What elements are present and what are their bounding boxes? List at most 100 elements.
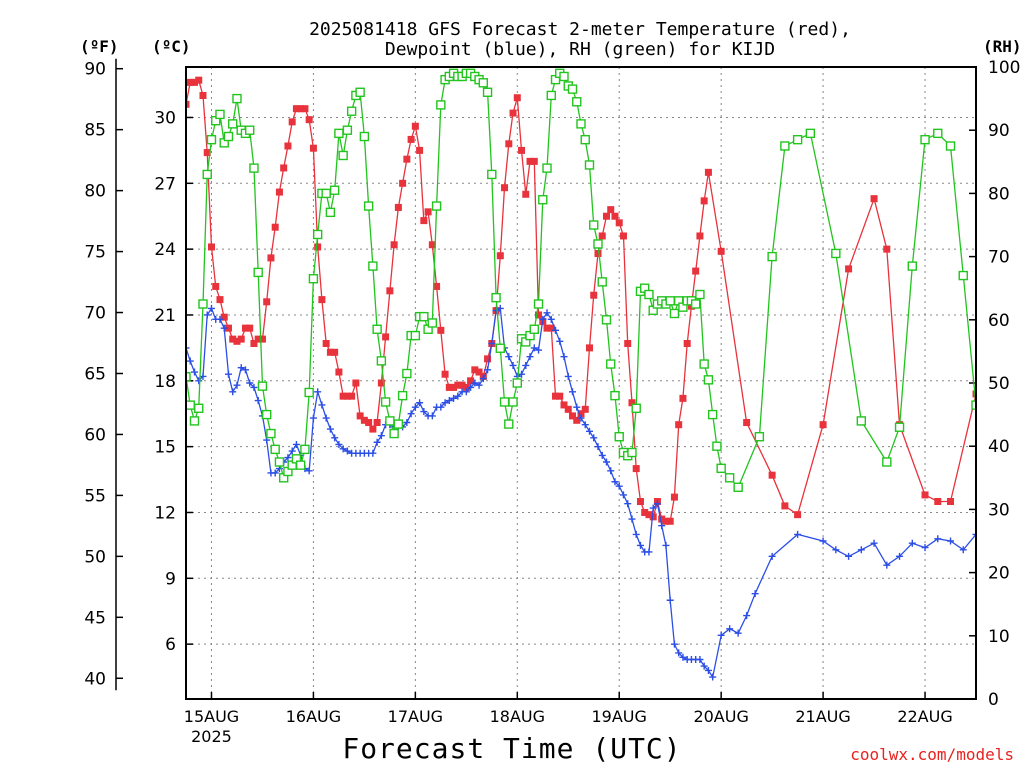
rh-data-point xyxy=(372,324,382,334)
fahrenheit-tick-label: 65 xyxy=(84,364,106,384)
temperature-data-point xyxy=(543,324,551,332)
dewpoint-data-point xyxy=(314,388,322,396)
dewpoint-data-point xyxy=(505,353,513,361)
dewpoint-data-point xyxy=(373,438,381,446)
rh-data-point xyxy=(690,299,701,309)
temperature-data-point xyxy=(704,168,712,176)
temperature-data-point xyxy=(246,324,254,332)
temperature-data-point xyxy=(424,208,432,216)
temperature-data-point xyxy=(670,493,678,501)
dewpoint-data-point xyxy=(624,500,632,508)
fahrenheit-tick-label: 60 xyxy=(84,425,106,445)
temperature-data-point xyxy=(870,195,878,203)
rh-data-point xyxy=(593,239,603,249)
x-tick-label: 22AUG xyxy=(897,707,952,726)
dewpoint-data-point xyxy=(998,531,1005,538)
dewpoint-data-point xyxy=(653,500,661,508)
rh-data-point xyxy=(198,299,208,309)
temperature-data-point xyxy=(309,144,317,152)
dewpoint-data-point xyxy=(794,530,802,538)
dewpoint-data-point xyxy=(326,425,334,433)
rh-data-point xyxy=(397,390,408,401)
dewpoint-data-point xyxy=(581,421,589,429)
dewpoint-data-point xyxy=(284,454,292,462)
fahrenheit-tick-label: 50 xyxy=(84,547,106,567)
rh-data-point xyxy=(512,378,522,388)
x-tick-label: 16AUG xyxy=(286,707,341,726)
dewpoint-data-point xyxy=(492,307,500,315)
x-tick-label: 20AUG xyxy=(693,707,748,726)
temperature-data-point xyxy=(403,155,411,163)
dewpoint-data-point xyxy=(250,383,258,391)
x-tick-label: 19AUG xyxy=(592,707,647,726)
rh-data-point xyxy=(380,397,391,407)
fahrenheit-tick-label: 55 xyxy=(84,486,106,506)
rh-data-point xyxy=(538,195,548,205)
celsius-tick-label: 9 xyxy=(165,569,176,589)
temperature-data-point xyxy=(450,383,458,391)
dewpoint-data-point xyxy=(573,403,581,411)
temperature-data-point xyxy=(607,206,615,214)
rh-data-point xyxy=(325,207,336,218)
rh-data-point xyxy=(266,428,276,439)
chart-title-line-1: 2025081418 GFS Forecast 2-meter Temperat… xyxy=(309,19,851,40)
temperature-data-point xyxy=(190,78,198,86)
rh-data-point xyxy=(792,134,803,145)
dewpoint-data-point xyxy=(857,546,865,554)
temperature-data-point xyxy=(496,252,504,260)
celsius-tick-label: 27 xyxy=(154,174,176,194)
rh-data-point xyxy=(436,100,446,110)
rh-tick-label: 100 xyxy=(988,58,1020,78)
dewpoint-data-point xyxy=(704,666,712,674)
rh-data-point xyxy=(274,457,285,467)
temperature-data-point xyxy=(369,425,377,433)
rh-data-point xyxy=(359,131,370,142)
rh-data-point xyxy=(308,274,319,284)
dewpoint-data-point xyxy=(959,546,967,554)
temperature-data-point xyxy=(326,348,334,356)
dewpoint-data-point xyxy=(233,381,241,389)
rh-data-point xyxy=(733,482,743,492)
rh-data-point xyxy=(767,251,777,262)
temperature-data-point xyxy=(535,311,543,319)
dewpoint-data-point xyxy=(908,539,916,547)
dewpoint-data-point xyxy=(454,392,462,400)
dewpoint-data-point xyxy=(305,467,313,475)
temperature-data-point xyxy=(585,344,593,352)
dewpoint-data-point xyxy=(768,552,776,560)
rh-data-point xyxy=(215,109,225,120)
temperature-data-point xyxy=(454,381,462,389)
temperature-data-point xyxy=(284,142,292,150)
temperature-data-point xyxy=(216,296,224,304)
temperature-data-point xyxy=(934,498,942,505)
rh-data-point xyxy=(478,78,489,88)
rh-data-point xyxy=(257,381,268,391)
dewpoint-data-point xyxy=(679,653,687,661)
celsius-tick-label: 15 xyxy=(154,438,176,458)
temperature-data-point xyxy=(658,515,666,523)
temperature-data-point xyxy=(998,290,1005,297)
temperature-data-point xyxy=(343,392,351,400)
dewpoint-data-point xyxy=(488,340,496,347)
dewpoint-data-point xyxy=(947,537,955,545)
rh-data-point xyxy=(971,400,976,410)
dewpoint-data-point xyxy=(972,530,976,538)
temperature-data-point xyxy=(254,335,262,343)
temperature-data-point xyxy=(972,390,976,398)
dewpoint-data-point xyxy=(445,397,453,405)
temperature-data-point xyxy=(522,190,530,198)
rh-data-point xyxy=(363,201,374,211)
temperature-data-point xyxy=(399,179,407,187)
fahrenheit-tick-label: 85 xyxy=(84,121,106,141)
dewpoint-data-point xyxy=(496,304,504,312)
rh-tick-label: 10 xyxy=(988,627,1010,647)
temperature-data-point xyxy=(339,392,347,400)
temperature-data-point xyxy=(717,247,725,255)
rh-data-point xyxy=(342,125,353,135)
dewpoint-data-point xyxy=(717,631,725,639)
rh-data-point xyxy=(589,220,599,230)
rh-data-point xyxy=(402,368,412,379)
dewpoint-data-point xyxy=(271,469,279,477)
rh-data-point xyxy=(312,229,323,240)
